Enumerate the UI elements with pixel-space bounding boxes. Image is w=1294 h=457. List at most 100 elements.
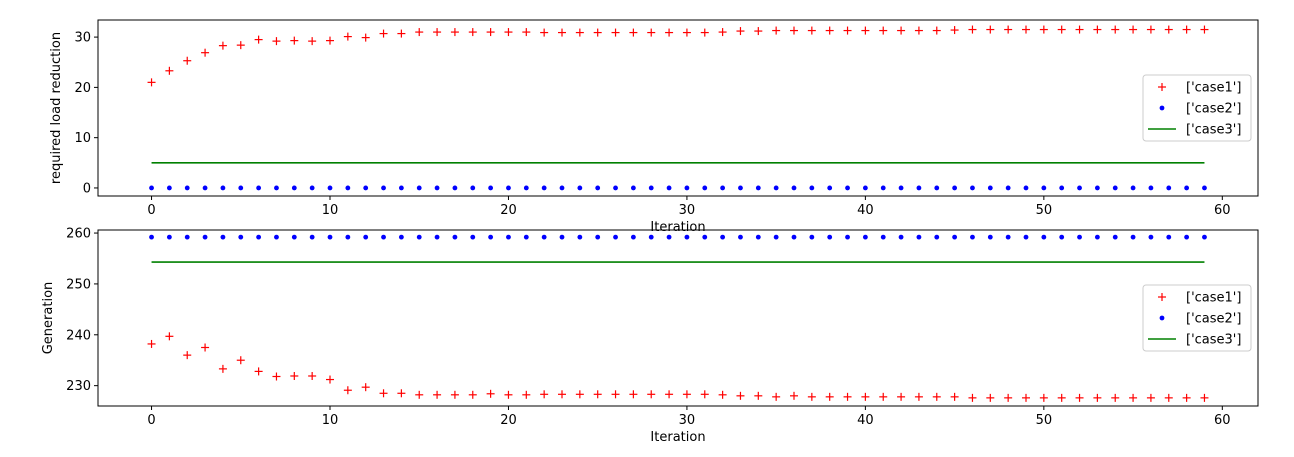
data-point bbox=[1057, 25, 1066, 34]
data-point bbox=[700, 390, 709, 399]
y-tick-label: 30 bbox=[74, 31, 91, 46]
data-point bbox=[343, 32, 352, 41]
data-point bbox=[558, 390, 566, 399]
data-point bbox=[274, 234, 279, 240]
data-point bbox=[932, 26, 941, 35]
legend-marker-icon bbox=[1158, 293, 1166, 301]
data-point bbox=[773, 234, 779, 240]
data-point bbox=[968, 25, 977, 34]
x-tick-label: 20 bbox=[500, 413, 517, 428]
legend-box bbox=[1142, 284, 1252, 352]
data-point bbox=[1111, 25, 1120, 34]
data-point bbox=[326, 36, 334, 45]
data-point bbox=[1077, 185, 1082, 191]
data-point bbox=[1039, 393, 1048, 402]
data-point bbox=[434, 234, 440, 240]
axes-frame bbox=[97, 19, 1259, 197]
data-point bbox=[1041, 185, 1047, 191]
data-point bbox=[343, 386, 352, 395]
data-point bbox=[861, 26, 870, 35]
data-point bbox=[987, 234, 993, 240]
data-point bbox=[218, 41, 227, 50]
data-point bbox=[309, 185, 315, 191]
data-point bbox=[468, 390, 477, 399]
x-tick-label: 10 bbox=[322, 413, 339, 428]
data-point bbox=[773, 185, 779, 191]
data-point bbox=[1022, 25, 1030, 34]
data-point bbox=[629, 28, 638, 37]
data-point bbox=[254, 35, 263, 44]
data-point bbox=[468, 28, 477, 37]
data-point bbox=[738, 234, 743, 240]
x-tick-label: 60 bbox=[1214, 203, 1231, 218]
data-point bbox=[470, 185, 476, 191]
series-case2 bbox=[149, 234, 1207, 240]
legend-label: ['case1'] bbox=[1186, 291, 1241, 306]
legend-box bbox=[1142, 74, 1252, 142]
data-point bbox=[720, 185, 726, 191]
x-axis-label: Iteration bbox=[650, 220, 705, 235]
data-point bbox=[916, 185, 922, 191]
data-point bbox=[827, 234, 833, 240]
data-point bbox=[1005, 185, 1011, 191]
data-point bbox=[1093, 393, 1102, 402]
data-point bbox=[256, 234, 262, 240]
data-point bbox=[1094, 234, 1100, 240]
data-point bbox=[149, 185, 154, 191]
data-point bbox=[1202, 185, 1207, 191]
series-case2 bbox=[149, 185, 1207, 191]
y-tick-label: 250 bbox=[66, 277, 91, 292]
legend-label: ['case3'] bbox=[1186, 123, 1241, 138]
data-point bbox=[843, 26, 852, 35]
bottom-chart: 0 10 20 30 40 50 60 230 240 250 260 Iteration Genera… bbox=[41, 227, 1259, 445]
data-point bbox=[718, 390, 727, 399]
data-point bbox=[523, 234, 529, 240]
legend: ['case1'] ['case2'] ['case3'] bbox=[1142, 284, 1252, 352]
data-point bbox=[202, 234, 208, 240]
data-point bbox=[398, 234, 404, 240]
data-point bbox=[807, 26, 816, 35]
y-axis-label: required load reduction bbox=[49, 32, 64, 184]
data-point bbox=[595, 185, 601, 191]
data-point bbox=[932, 392, 941, 401]
data-point bbox=[916, 234, 922, 240]
data-point bbox=[274, 185, 279, 191]
data-point bbox=[970, 234, 975, 240]
data-point bbox=[416, 234, 422, 240]
data-point bbox=[1005, 234, 1011, 240]
data-point bbox=[184, 234, 190, 240]
data-point bbox=[308, 371, 317, 380]
data-point bbox=[327, 185, 333, 191]
data-point bbox=[754, 27, 763, 36]
data-point bbox=[184, 185, 190, 191]
data-point bbox=[1129, 393, 1138, 402]
data-point bbox=[1164, 393, 1173, 402]
data-point bbox=[772, 392, 781, 401]
data-point bbox=[1112, 185, 1118, 191]
data-point bbox=[522, 28, 531, 37]
data-point bbox=[183, 351, 192, 360]
x-tick-label: 40 bbox=[857, 413, 874, 428]
data-point bbox=[291, 234, 297, 240]
y-tick-label: 20 bbox=[74, 81, 91, 96]
data-point bbox=[898, 185, 904, 191]
data-point bbox=[593, 28, 602, 37]
data-point bbox=[452, 234, 458, 240]
data-point bbox=[147, 339, 156, 348]
data-point bbox=[488, 185, 494, 191]
data-point bbox=[1112, 234, 1118, 240]
data-point bbox=[595, 234, 601, 240]
data-point bbox=[736, 27, 745, 36]
data-point bbox=[593, 390, 602, 399]
data-point bbox=[611, 390, 620, 399]
series-case1 bbox=[147, 332, 1209, 402]
data-point bbox=[736, 391, 745, 400]
data-point bbox=[720, 234, 726, 240]
data-point bbox=[1166, 185, 1172, 191]
data-point bbox=[486, 28, 495, 37]
x-tick-label: 30 bbox=[679, 413, 696, 428]
y-tick-label: 240 bbox=[66, 328, 91, 343]
data-point bbox=[934, 185, 940, 191]
data-point bbox=[238, 234, 244, 240]
x-tick-label: 60 bbox=[1214, 413, 1231, 428]
